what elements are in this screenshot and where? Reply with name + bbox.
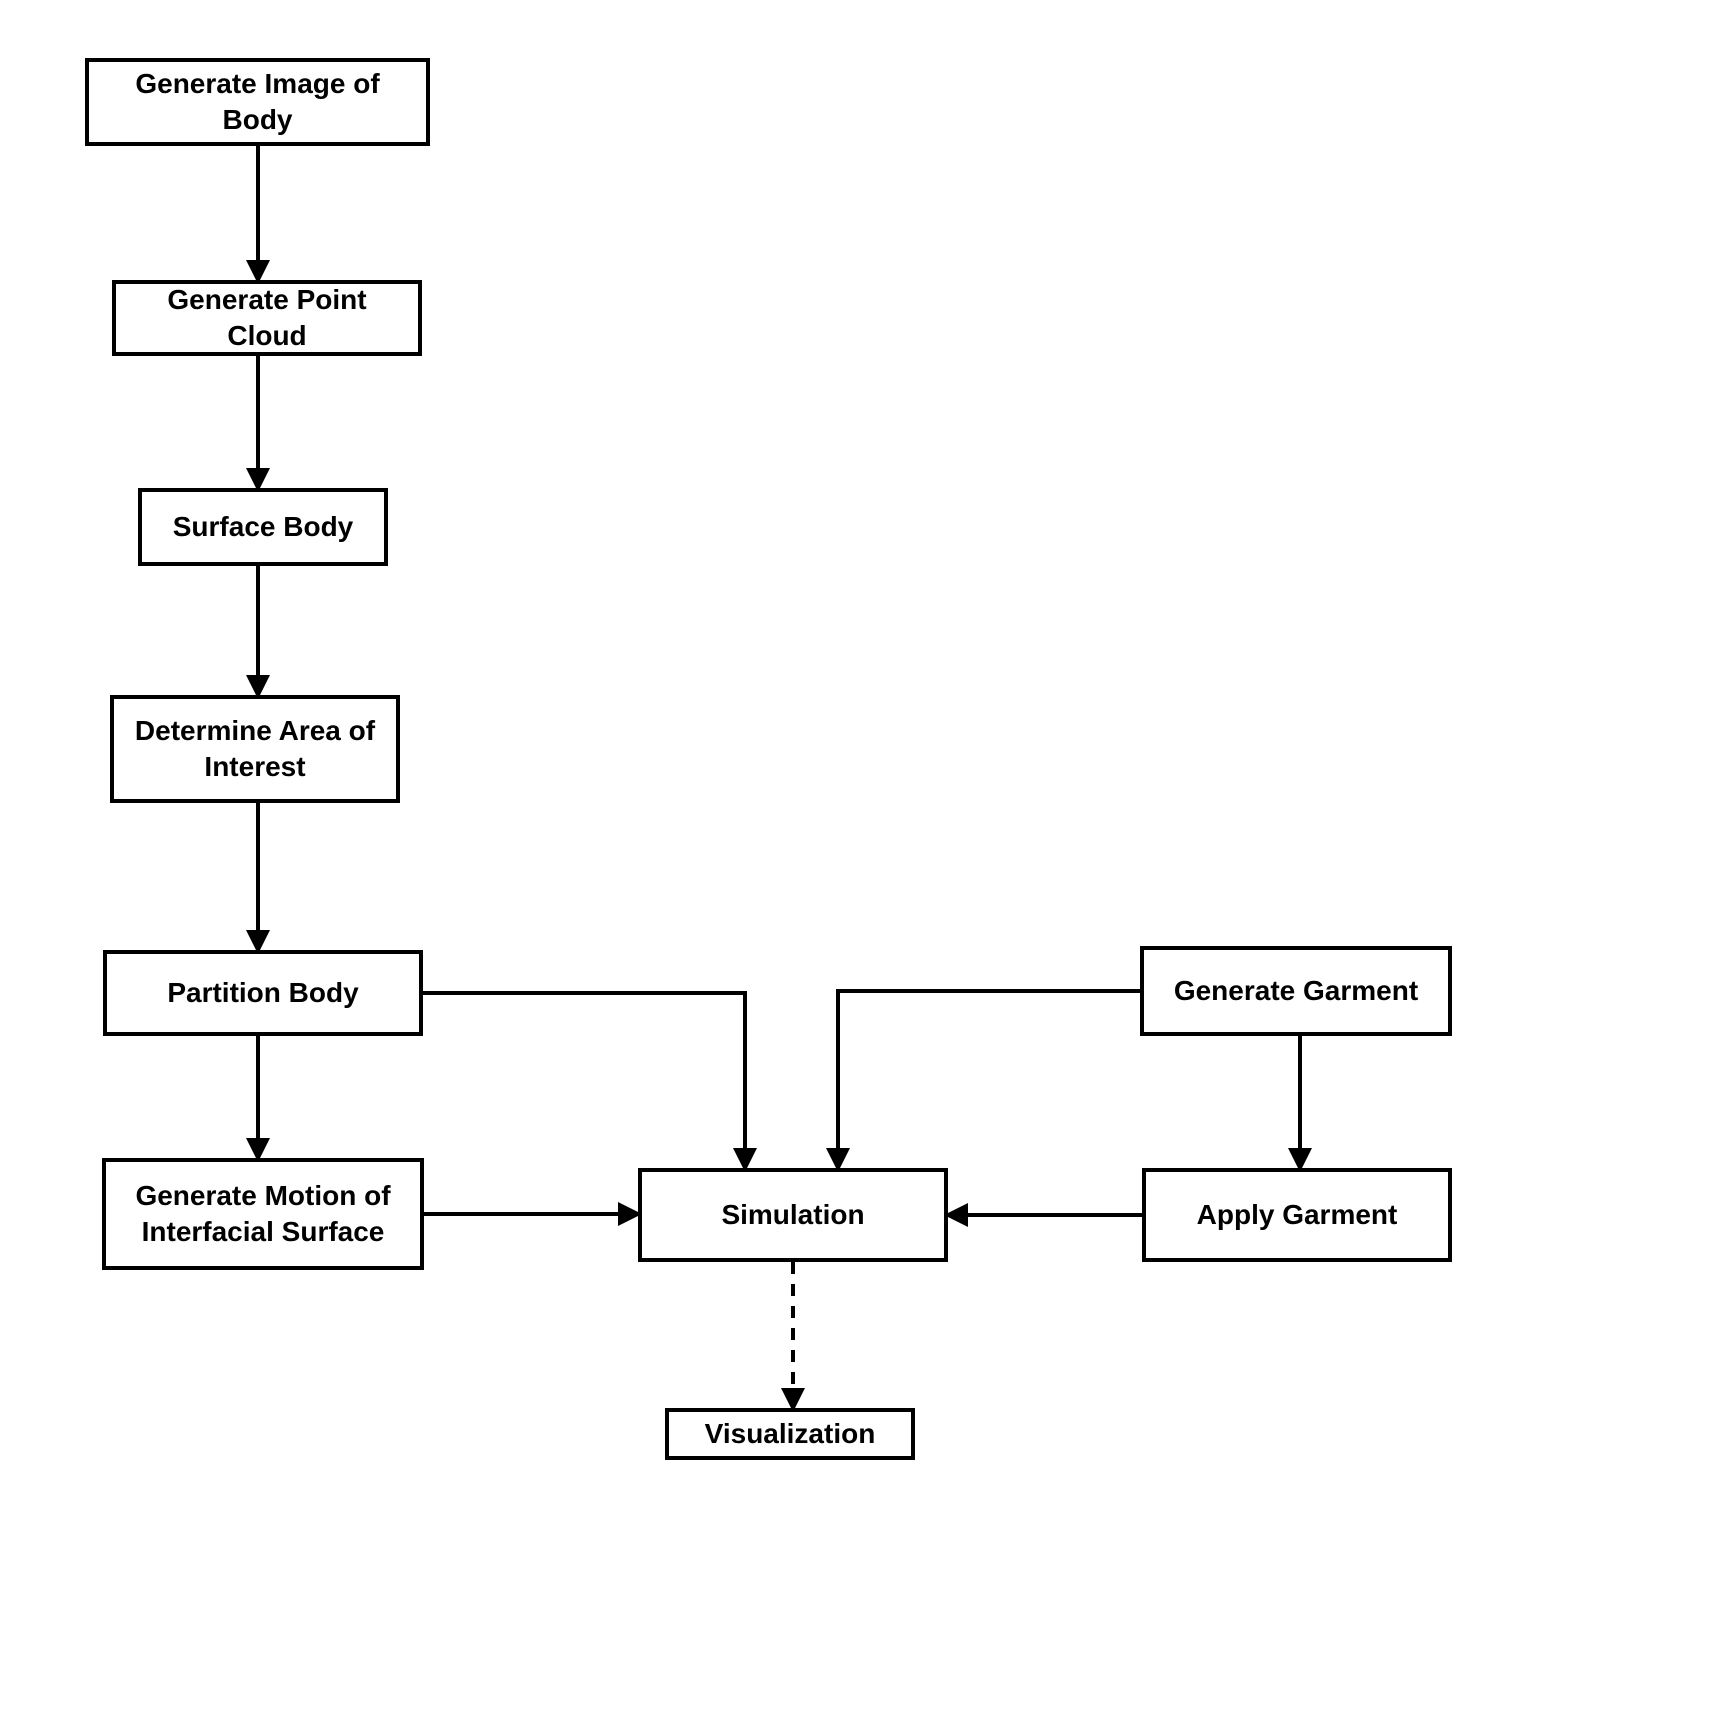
flowchart-node-n8: Generate Garment: [1140, 946, 1452, 1036]
flowchart-node-n10: Visualization: [665, 1408, 915, 1460]
node-label: Simulation: [721, 1197, 864, 1233]
edge-n5-n7: [423, 993, 745, 1168]
node-label: Generate Garment: [1174, 973, 1418, 1009]
node-label: Generate Image of Body: [101, 66, 414, 139]
flowchart-node-n6: Generate Motion of Interfacial Surface: [102, 1158, 424, 1270]
flowchart-node-n1: Generate Image of Body: [85, 58, 430, 146]
node-label: Visualization: [705, 1416, 876, 1452]
flowchart-node-n7: Simulation: [638, 1168, 948, 1262]
flowchart-node-n4: Determine Area of Interest: [110, 695, 400, 803]
flowchart-node-n3: Surface Body: [138, 488, 388, 566]
flowchart-node-n9: Apply Garment: [1142, 1168, 1452, 1262]
edge-n8-n7: [838, 991, 1140, 1168]
node-label: Surface Body: [173, 509, 354, 545]
node-label: Generate Motion of Interfacial Surface: [118, 1178, 408, 1251]
flowchart-node-n5: Partition Body: [103, 950, 423, 1036]
flowchart-node-n2: Generate Point Cloud: [112, 280, 422, 356]
node-label: Apply Garment: [1197, 1197, 1398, 1233]
node-label: Determine Area of Interest: [126, 713, 384, 786]
flowchart-edges-layer: [0, 0, 1711, 1719]
flowchart-container: Generate Image of Body Generate Point Clo…: [0, 0, 1711, 1719]
node-label: Partition Body: [167, 975, 358, 1011]
node-label: Generate Point Cloud: [128, 282, 406, 355]
